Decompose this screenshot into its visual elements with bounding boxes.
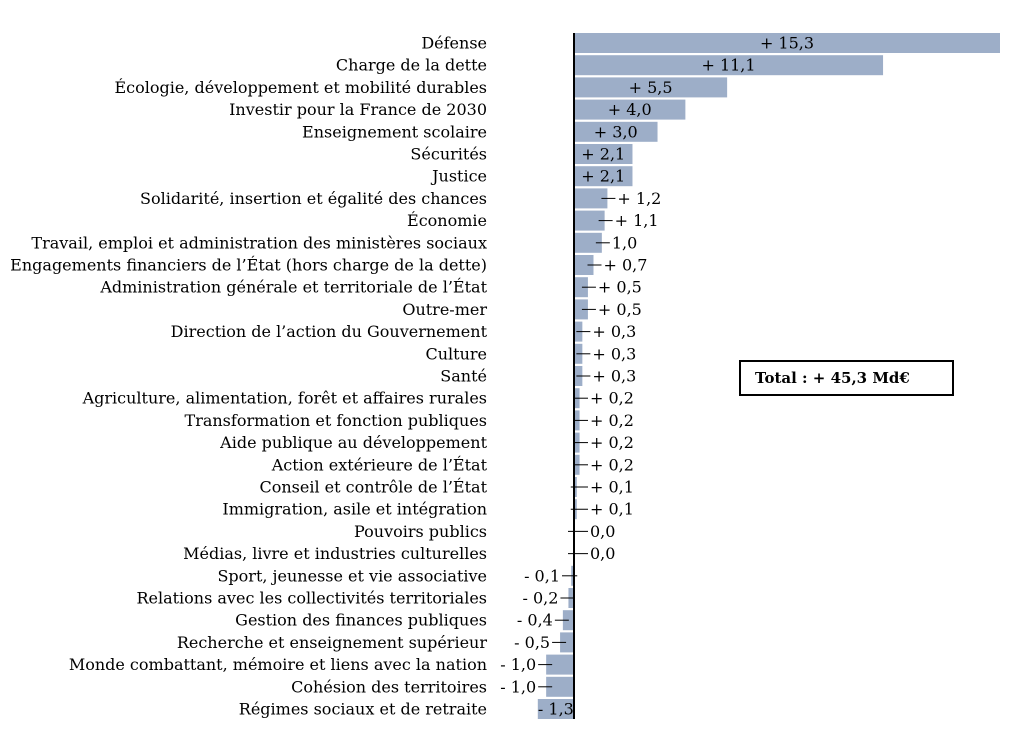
total-label: Total : + 45,3 Md€ bbox=[755, 369, 910, 387]
value-label: - 1,3 bbox=[538, 700, 574, 719]
value-label: - 0,4 bbox=[517, 611, 553, 630]
category-label: Immigration, asile et intégration bbox=[222, 500, 487, 519]
value-label: + 3,0 bbox=[594, 122, 638, 141]
category-label: Régimes sociaux et de retraite bbox=[239, 700, 487, 719]
category-label: Sport, jeunesse et vie associative bbox=[217, 566, 487, 585]
category-label: Conseil et contrôle de l’État bbox=[259, 477, 487, 497]
value-label: + 0,2 bbox=[590, 389, 634, 408]
category-label: Travail, emploi et administration des mi… bbox=[31, 233, 487, 252]
category-label: Justice bbox=[430, 167, 487, 186]
value-label: + 0,2 bbox=[590, 455, 634, 474]
bar bbox=[546, 654, 574, 675]
value-label: + 0,1 bbox=[590, 500, 634, 519]
category-label: Cohésion des territoires bbox=[291, 677, 487, 696]
bar bbox=[546, 676, 574, 697]
category-label: Engagements financiers de l’État (hors c… bbox=[10, 255, 487, 275]
value-label: - 0,2 bbox=[522, 589, 558, 608]
category-label: Écologie, développement et mobilité dura… bbox=[114, 77, 487, 97]
category-label: Sécurités bbox=[410, 145, 487, 164]
value-label: + 0,3 bbox=[592, 367, 636, 386]
category-label: Défense bbox=[421, 34, 487, 53]
category-labels-group: Défense Charge de la dette Écologie, dével… bbox=[10, 34, 487, 719]
category-label: Recherche et enseignement supérieur bbox=[177, 633, 488, 652]
value-label: - 1,0 bbox=[500, 655, 536, 674]
value-labels-group: + 15,3 + 11,1 + 5,5 + 4,0 + 3,0 + 2,1 + 2,1 + 1… bbox=[500, 34, 814, 719]
value-label: + 0,5 bbox=[598, 278, 642, 297]
value-label: + 0,7 bbox=[603, 256, 647, 275]
bar bbox=[537, 699, 574, 719]
bar bbox=[574, 33, 1000, 53]
value-label: + 4,0 bbox=[608, 100, 652, 119]
category-label: Pouvoirs publics bbox=[354, 522, 487, 541]
value-label: + 0,2 bbox=[590, 433, 634, 452]
bar bbox=[560, 632, 574, 653]
category-label: Culture bbox=[425, 344, 487, 363]
category-label: Investir pour la France de 2030 bbox=[229, 100, 487, 119]
bar bbox=[574, 99, 686, 120]
category-label: Monde combattant, mémoire et liens avec … bbox=[69, 655, 487, 674]
value-label: 1,0 bbox=[612, 233, 637, 252]
category-label: Agriculture, alimentation, forêt et affa… bbox=[82, 389, 487, 408]
value-label: 0,0 bbox=[590, 544, 615, 563]
category-label: Outre-mer bbox=[402, 300, 487, 319]
value-label: + 2,1 bbox=[581, 145, 625, 164]
value-label: + 0,1 bbox=[590, 478, 634, 497]
bar bbox=[574, 166, 633, 187]
value-label: + 0,5 bbox=[598, 300, 642, 319]
category-label: Aide publique au développement bbox=[219, 433, 487, 452]
category-label: Solidarité, insertion et égalité des cha… bbox=[140, 189, 487, 208]
category-label: Action extérieure de l’État bbox=[271, 454, 488, 474]
value-label: - 0,1 bbox=[524, 566, 560, 585]
value-label: + 0,3 bbox=[592, 322, 636, 341]
value-label: + 5,5 bbox=[629, 78, 673, 97]
category-label: Transformation et fonction publiques bbox=[185, 411, 487, 430]
category-label: Administration générale et territoriale … bbox=[99, 277, 487, 297]
category-label: Enseignement scolaire bbox=[302, 122, 487, 141]
category-label: Économie bbox=[407, 210, 487, 230]
value-label: + 11,1 bbox=[701, 56, 755, 75]
category-label: Relations avec les collectivités territo… bbox=[136, 589, 487, 608]
category-label: Santé bbox=[440, 367, 487, 386]
category-label: Gestion des finances publiques bbox=[235, 611, 487, 630]
bar bbox=[574, 77, 728, 98]
value-label: + 0,3 bbox=[592, 344, 636, 363]
value-label: - 0,5 bbox=[514, 633, 550, 652]
bar bbox=[574, 232, 602, 253]
category-label: Médias, livre et industries culturelles bbox=[183, 544, 487, 563]
total-box: Total : + 45,3 Md€ bbox=[739, 360, 954, 396]
bar bbox=[574, 255, 594, 275]
value-label: + 15,3 bbox=[760, 34, 814, 53]
value-label: + 1,2 bbox=[617, 189, 661, 208]
value-label: 0,0 bbox=[590, 522, 615, 541]
value-label: + 0,2 bbox=[590, 411, 634, 430]
bar bbox=[574, 299, 588, 320]
bar bbox=[574, 55, 884, 76]
bar bbox=[574, 188, 608, 209]
value-label: + 2,1 bbox=[581, 167, 625, 186]
bar bbox=[574, 144, 633, 164]
category-label: Direction de l’action du Gouvernement bbox=[171, 322, 488, 341]
value-label: - 1,0 bbox=[500, 677, 536, 696]
bar bbox=[574, 210, 605, 231]
bar bbox=[574, 121, 658, 142]
bar bbox=[574, 277, 588, 298]
category-label: Charge de la dette bbox=[336, 56, 487, 75]
value-label: + 1,1 bbox=[615, 211, 659, 230]
